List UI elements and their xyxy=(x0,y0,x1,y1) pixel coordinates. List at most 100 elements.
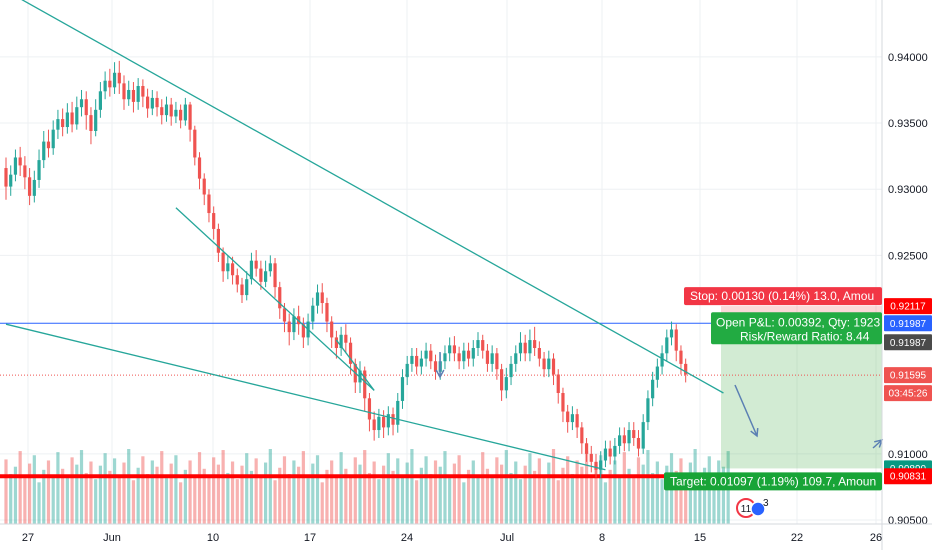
volume-bar xyxy=(127,449,131,524)
volume-bar xyxy=(297,466,301,524)
y-tick-label: 0.91000 xyxy=(888,449,928,461)
candle-body xyxy=(131,89,136,102)
volume-bar xyxy=(556,480,560,524)
grid xyxy=(0,0,882,524)
volume-bar xyxy=(249,470,254,524)
volume-bar xyxy=(452,463,456,524)
down-arrow-2 xyxy=(734,384,758,437)
candle-body xyxy=(282,308,287,322)
price-tag-label: 0.91595 xyxy=(890,371,927,382)
candle-body xyxy=(547,358,551,370)
flag-icon xyxy=(750,501,766,517)
target-box xyxy=(664,472,882,491)
volume-bar xyxy=(542,476,546,524)
volume-bar xyxy=(282,456,287,524)
volume-bar xyxy=(415,480,419,524)
candle-body xyxy=(485,350,490,364)
candle-body xyxy=(514,353,518,364)
candle-body xyxy=(188,104,192,130)
candle-body xyxy=(122,83,126,100)
candle-body xyxy=(273,263,277,288)
volume-bar xyxy=(698,480,702,524)
candle-body xyxy=(230,263,235,276)
volume-bar xyxy=(292,460,296,524)
volume-bar xyxy=(51,475,55,524)
candle-body xyxy=(42,141,46,161)
price-tag xyxy=(884,367,932,384)
volume-bar xyxy=(481,452,485,524)
volume-bar xyxy=(108,470,112,524)
volume-bar xyxy=(599,455,603,524)
candle-body xyxy=(660,353,664,367)
candle-body xyxy=(216,228,220,253)
volume-bar xyxy=(551,449,556,524)
y-tick-label: 0.94000 xyxy=(888,52,928,64)
candle-body xyxy=(292,316,296,333)
volume-bar xyxy=(164,478,169,524)
volume-bar xyxy=(28,463,32,524)
volume-bar xyxy=(325,469,329,524)
candle-body xyxy=(315,292,320,306)
volume-bar xyxy=(42,469,46,524)
price-tag xyxy=(884,315,932,332)
candle-body xyxy=(37,160,41,180)
y-tick-label: 0.90500 xyxy=(888,515,928,527)
candle-body xyxy=(533,340,537,349)
volume-bar xyxy=(717,460,721,524)
volume-bar xyxy=(169,463,173,524)
volume-bar xyxy=(462,482,466,524)
candle-body xyxy=(94,109,98,131)
volume-bar xyxy=(655,461,659,524)
volume-bar xyxy=(235,479,239,524)
volume-bar xyxy=(240,465,244,524)
candle-body xyxy=(348,342,353,364)
candle-body xyxy=(542,358,546,370)
volume-bar xyxy=(391,470,395,524)
volume-bar xyxy=(155,466,159,524)
candle-body xyxy=(476,340,480,349)
stop-box xyxy=(684,287,882,306)
volume-bar xyxy=(688,462,692,524)
down-arrow-1-head xyxy=(435,369,445,379)
down-arrow-2-head xyxy=(750,427,759,438)
volume-bar xyxy=(665,465,669,524)
volume-bar xyxy=(537,458,541,524)
candle-body xyxy=(419,358,423,367)
candle-body xyxy=(382,416,386,428)
volume-bars xyxy=(4,449,730,524)
trend-line xyxy=(5,323,606,471)
volume-bar xyxy=(561,467,565,524)
candle-body xyxy=(679,350,683,364)
volume-bar xyxy=(65,477,69,524)
candle-body xyxy=(136,86,140,102)
candle-body xyxy=(646,398,650,423)
volume-bar xyxy=(471,460,475,524)
volume-bar xyxy=(580,466,584,524)
volume-bar xyxy=(495,457,499,524)
volume-bar xyxy=(117,476,121,524)
candle-body xyxy=(334,337,338,349)
candle-body xyxy=(594,461,598,470)
trend-lines[interactable] xyxy=(5,0,884,471)
volume-bar xyxy=(188,460,192,524)
volume-bar xyxy=(566,456,570,524)
candle-body xyxy=(9,174,13,187)
volume-bar xyxy=(575,460,579,524)
pnl-label: Open P&L: 0.00392, Qty: 1923 xyxy=(716,315,880,329)
volume-bar xyxy=(84,472,88,524)
candle-body xyxy=(103,80,107,92)
trend-line xyxy=(335,339,375,391)
candle-body xyxy=(608,448,612,457)
volume-bar xyxy=(259,476,263,524)
candle-body xyxy=(221,252,225,272)
volume-bar xyxy=(405,462,409,524)
volume-bar xyxy=(179,482,183,524)
volume-bar xyxy=(490,477,494,524)
candle-body xyxy=(249,260,254,280)
volume-bar xyxy=(622,452,626,524)
candle-body xyxy=(570,414,574,423)
candle-body xyxy=(405,363,409,378)
candle-body xyxy=(443,353,447,362)
